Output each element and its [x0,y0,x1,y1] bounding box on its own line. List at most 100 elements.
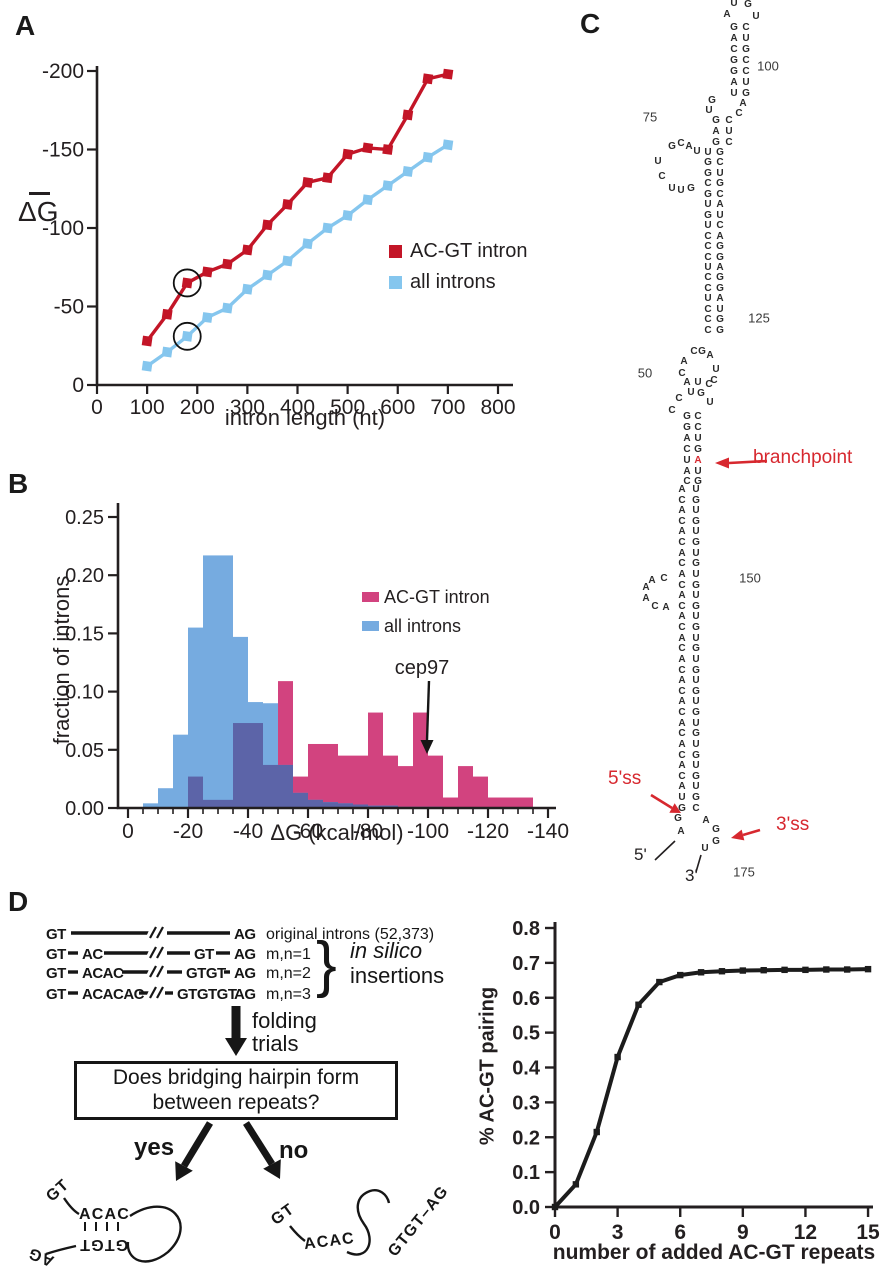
chart-a-y-tick-label: -150 [42,139,84,162]
nucleotide: A [678,568,686,580]
nucleotide: G [692,770,700,782]
nucleotide: C [694,411,702,422]
nucleotide: C [730,44,738,55]
branchpoint-annotation: branchpoint [753,447,853,468]
nucleotide: C [716,220,724,232]
nucleotide: G [712,824,720,835]
nucleotide: U [694,432,702,444]
nucleotide: C [678,707,686,719]
nucleotide: C [704,251,712,263]
no-label: no [279,1137,309,1164]
nucleotide: G [704,167,712,179]
nucleotide: G [694,443,702,455]
nucleotide: C [678,749,686,761]
nucleotide: A [678,781,686,793]
nucleotide: U [730,0,738,9]
chart-a-data-point [141,360,153,372]
nucleotide: G [692,664,700,676]
chart-b-y-tick-label: 0.10 [65,682,104,704]
nucleotide: C [742,22,750,33]
nucleotide: G [712,836,720,847]
chart-b-bar-acgt [383,755,398,808]
chart-b-bar-all [218,555,233,808]
chart-a-data-point [342,148,354,160]
nucleotide: A [685,141,693,152]
nucleotide: C [678,579,686,591]
nucleotide: U [752,11,760,22]
chart-b-x-tick-label: -80 [353,820,383,843]
chart-a-data-point [402,166,414,177]
nucleotide: U [692,505,700,517]
nucleotide: C [675,393,683,404]
chart-d-data-point [572,1181,580,1188]
insertion-note: m,n=3 [266,986,311,1003]
chart-a-y-tick-label: -100 [42,217,84,240]
chart-b-bar-acgt [323,743,338,808]
nucleotide: C [683,443,691,455]
chart-b-legend-swatch [362,592,379,602]
nucleotide: C [668,405,676,416]
nucleotide: A [716,293,724,305]
question-line-1: Does bridging hairpin form [112,1066,360,1090]
nucleotide: G [704,188,712,200]
chart-b-bar-all [203,555,218,808]
chart-a-data-point [181,277,193,289]
chart-b-bar-acgt [413,712,428,808]
chart-d-y-tick-label: 0.8 [512,918,540,940]
chart-b-bar-all [143,803,158,808]
chart-a-y-tick-label: -50 [54,296,84,319]
nucleotide: U [716,303,724,315]
nucleotide: U [692,653,700,665]
chart-d-data-point [677,971,684,979]
chart-a-legend-label: AC-GT intron [410,240,527,262]
position-number: 150 [739,570,761,586]
chart-d-data-point [802,966,809,974]
intron-right-ag: AG [234,965,256,982]
nucleotide: C [705,379,713,390]
chart-b-bar-all [158,788,173,808]
nucleotide: C [678,622,686,634]
chart-d-data-point [864,965,872,973]
position-number: 125 [748,310,770,326]
nucleotide: A [678,696,686,708]
chart-b-bar-acgt [353,755,368,808]
chart-b-bar-acgt [473,776,488,808]
nucleotide: U [704,261,712,273]
nucleotide: U [725,126,733,137]
intron-left-gt: GT [46,965,66,982]
nucleotide: U [683,454,691,466]
nucleotide: U [692,717,700,729]
chart-d-y-tick-label: 0.5 [512,1023,540,1045]
intron-left-gt: GT [46,946,66,963]
chart-d-y-tick-label: 0.6 [512,988,540,1010]
chart-a-data-point [241,244,253,256]
chart-a-highlight-circle [172,268,202,298]
nucleotide: G [716,314,724,326]
chart-d-data-point [614,1053,621,1061]
intron-right-ag: AG [234,986,256,1003]
intron-right-ag: AG [234,926,256,943]
intron-insert: AC [82,946,103,963]
chart-a-x-tick-label: 400 [280,396,315,419]
nucleotide: U [692,738,700,750]
chart-b-y-tick-label: 0.05 [65,740,104,762]
yes-ag-connector [45,1244,77,1256]
nucleotide: G [716,251,724,263]
nucleotide: G [716,324,724,336]
chart-d-x-tick-label: 6 [674,1221,686,1244]
nucleotide: G [730,55,738,66]
nucleotide: C [735,108,743,119]
chart-a-axes [95,66,513,387]
chart-d-x-tick-label: 15 [856,1221,880,1244]
chart-d-x-axis-label: number of added AC-GT repeats [552,1241,876,1264]
chart-a-data-point [221,302,233,314]
nucleotide: U [692,547,700,559]
chart-d-data-point [593,1128,600,1136]
chart-d-y-axis-label: % AC-GT pairing [476,986,499,1146]
no-arrow-shaft [243,1121,275,1166]
nucleotide: A [678,547,686,559]
nucleotide: G [692,728,700,740]
nucleotide: U [668,183,676,194]
nucleotide: A [678,505,686,517]
chart-b-bar-all [188,627,203,808]
